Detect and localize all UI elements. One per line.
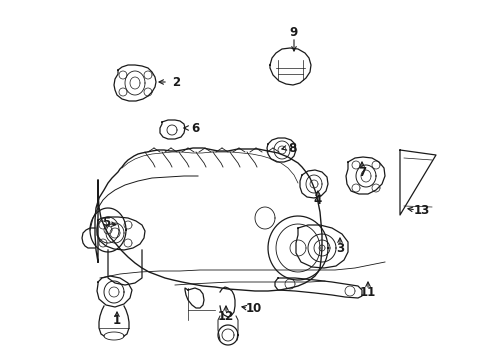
Text: 12: 12 bbox=[218, 310, 234, 323]
Text: 8: 8 bbox=[287, 141, 296, 154]
Text: 6: 6 bbox=[190, 122, 199, 135]
Text: 2: 2 bbox=[172, 76, 180, 89]
Text: 9: 9 bbox=[289, 26, 298, 39]
Text: 5: 5 bbox=[102, 216, 110, 229]
Text: 7: 7 bbox=[357, 166, 366, 179]
Text: 1: 1 bbox=[113, 314, 121, 327]
Text: 10: 10 bbox=[245, 302, 262, 315]
Text: 13: 13 bbox=[413, 203, 429, 216]
Text: 11: 11 bbox=[359, 285, 375, 298]
Text: 3: 3 bbox=[335, 242, 344, 255]
Text: 4: 4 bbox=[313, 194, 322, 207]
